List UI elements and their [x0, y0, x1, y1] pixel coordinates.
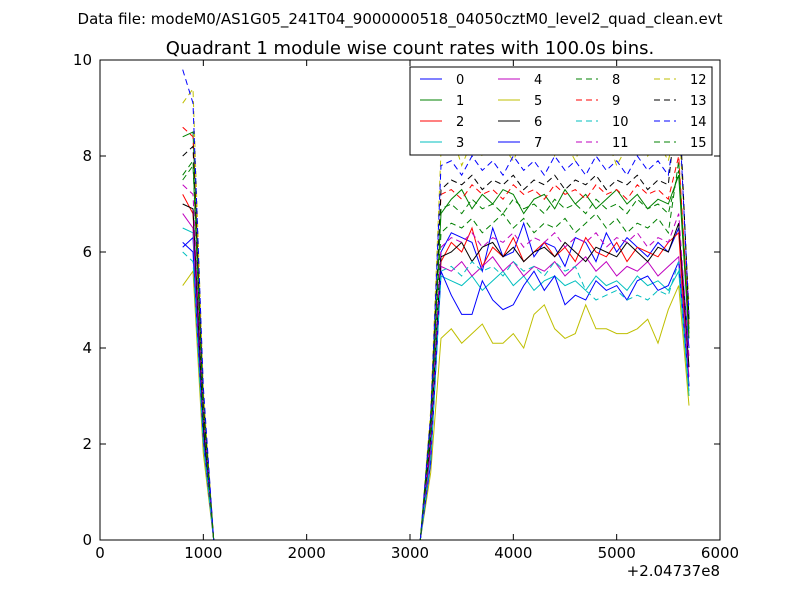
legend-label-7: 7 — [534, 136, 542, 151]
figure-suptitle: Data file: modeM0/AS1G05_241T04_90000005… — [78, 10, 723, 29]
x-tick-label: 5000 — [598, 544, 636, 562]
x-tick-label: 1000 — [184, 544, 222, 562]
series-line-8 — [182, 160, 690, 541]
legend-label-13: 13 — [690, 94, 707, 109]
legend-label-15: 15 — [690, 136, 707, 151]
legend-label-2: 2 — [456, 115, 464, 130]
legend-label-6: 6 — [534, 115, 542, 130]
legend-label-10: 10 — [612, 115, 629, 130]
legend-label-0: 0 — [456, 73, 464, 88]
legend-frame — [409, 66, 713, 156]
legend-label-9: 9 — [612, 94, 620, 109]
series-line-4 — [182, 213, 690, 541]
legend-label-8: 8 — [612, 73, 620, 88]
legend-label-12: 12 — [690, 73, 707, 88]
legend-label-3: 3 — [456, 136, 464, 151]
chart-title: Quadrant 1 module wise count rates with … — [166, 38, 655, 59]
legend-label-14: 14 — [690, 115, 707, 130]
x-tick-label: 0 — [95, 544, 105, 562]
y-tick-label: 10 — [73, 51, 92, 69]
legend-label-11: 11 — [612, 136, 629, 151]
legend-label-4: 4 — [534, 73, 542, 88]
y-tick-label: 2 — [82, 435, 92, 453]
legend-label-1: 1 — [456, 94, 464, 109]
y-tick-label: 0 — [82, 531, 92, 549]
series-line-10 — [182, 251, 690, 541]
y-tick-label: 6 — [82, 243, 92, 261]
legend-label-5: 5 — [534, 94, 542, 109]
x-tick-label: 4000 — [494, 544, 532, 562]
x-tick-label: 6000 — [701, 544, 739, 562]
y-tick-label: 8 — [82, 147, 92, 165]
y-tick-label: 4 — [82, 339, 92, 357]
x-tick-label: 2000 — [288, 544, 326, 562]
x-offset-label: +2.04737e8 — [627, 562, 720, 580]
x-tick-label: 3000 — [391, 544, 429, 562]
